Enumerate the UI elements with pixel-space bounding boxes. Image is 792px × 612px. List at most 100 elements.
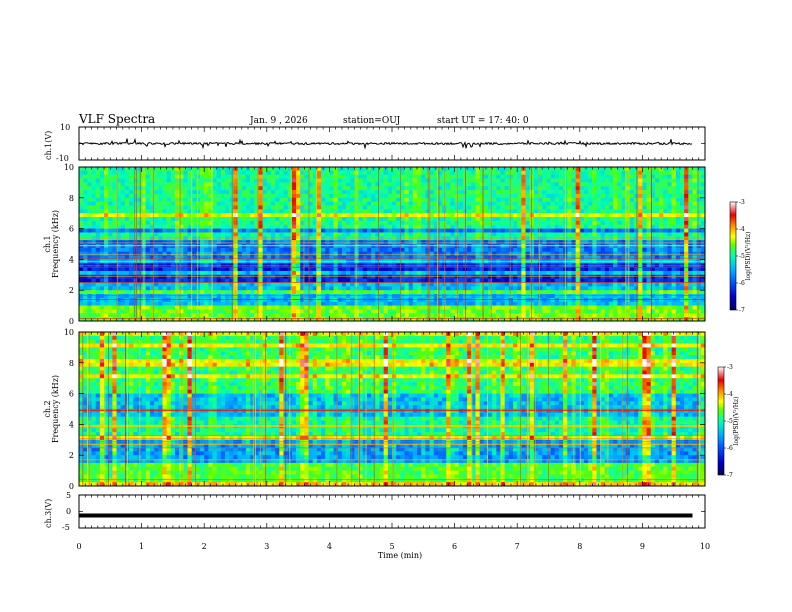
spectrogram-cell — [279, 190, 284, 195]
spectrogram-cell — [483, 282, 489, 287]
spectrogram-cell — [124, 224, 130, 229]
spectrogram-cell — [333, 197, 339, 202]
spectrogram-cell — [383, 201, 389, 206]
spectrogram-cell — [634, 282, 639, 287]
spectrogram-cell — [145, 193, 151, 199]
spectrogram-cell — [149, 174, 155, 179]
spectrogram-cell — [550, 197, 556, 202]
spectrogram-cell — [229, 270, 234, 276]
spectrogram-cell — [567, 270, 572, 276]
spectrogram-cell — [513, 240, 518, 245]
spectrogram-cell — [592, 201, 597, 206]
spectrogram-cell — [204, 282, 209, 287]
spectrogram-cell — [387, 178, 393, 183]
spectrogram-cell — [258, 217, 263, 222]
spectrogram-cell — [99, 190, 105, 195]
spectrogram-cell — [404, 190, 409, 195]
spectrogram-cell — [634, 224, 639, 229]
spectrogram-cell — [450, 255, 455, 260]
spectrogram-cell — [387, 255, 393, 260]
spectrogram-cell — [479, 267, 485, 272]
spectrogram-cell — [679, 232, 685, 237]
spectrogram-cell — [433, 178, 439, 183]
spectrogram-cell — [208, 247, 213, 252]
spectrogram-cell — [579, 220, 585, 226]
spectrogram-cell — [613, 228, 618, 233]
spectrogram-cell — [321, 251, 326, 256]
spectrogram-cell — [99, 193, 105, 199]
spectrogram-cell — [621, 178, 626, 183]
spectrogram-cell — [183, 193, 188, 199]
spectrogram-cell — [350, 274, 355, 279]
spectrogram-cell — [583, 255, 589, 260]
spectrogram-cell — [404, 282, 409, 287]
spectrogram-cell — [362, 251, 368, 256]
spectrogram-cell — [642, 193, 647, 199]
spectrogram-cell — [654, 220, 660, 226]
spectrogram-cell — [325, 190, 330, 195]
spectrogram-cell — [258, 247, 263, 252]
spectrogram-cell — [454, 201, 460, 206]
spectrogram-cell — [200, 205, 205, 210]
spectrogram-cell — [104, 232, 109, 237]
spectrogram-cell — [371, 274, 376, 279]
spectrogram-cell — [341, 193, 347, 199]
spectrogram-cell — [542, 186, 547, 191]
spectrogram-cell — [571, 205, 576, 210]
spectrogram-cell — [241, 190, 247, 195]
spectrogram-cell — [233, 255, 238, 260]
spectrogram-cell — [187, 232, 192, 237]
spectrogram-cell — [321, 263, 326, 268]
spectrogram-cell — [329, 190, 334, 195]
spectrogram-cell — [241, 217, 247, 222]
spectrogram-cell — [104, 286, 109, 291]
spectrogram-cell — [225, 274, 230, 279]
spectrogram-cell — [421, 270, 426, 276]
spectrogram-cell — [529, 201, 535, 206]
spectrogram-cell — [404, 209, 409, 214]
spectrogram-cell — [550, 213, 556, 218]
spectrogram-cell — [604, 228, 610, 233]
spectrogram-cell — [366, 278, 372, 283]
spectrogram-cell — [679, 240, 685, 245]
spectrogram-cell — [266, 170, 272, 175]
spectrogram-cell — [154, 209, 159, 214]
spectrogram-cell — [95, 228, 101, 233]
spectrogram-cell — [421, 247, 426, 252]
spectrogram-cell — [266, 274, 272, 279]
spectrogram-cell — [421, 217, 426, 222]
spectrogram-cell — [475, 213, 480, 218]
spectrogram-cell — [575, 247, 581, 252]
spectrogram-cell — [458, 182, 464, 187]
spectrogram-cell — [454, 213, 460, 218]
spectrogram-cell — [471, 232, 476, 237]
spectrogram-cell — [654, 201, 660, 206]
spectrogram-cell — [483, 286, 489, 291]
spectrogram-cell — [604, 240, 610, 245]
spectrogram-cell — [225, 182, 230, 187]
spectrogram-cell — [129, 267, 134, 272]
spectrogram-cell — [421, 178, 426, 183]
spectrogram-cell — [558, 209, 564, 214]
spectrogram-cell — [262, 170, 268, 175]
spectrogram-cell — [496, 224, 501, 229]
spectrogram-cell — [629, 197, 635, 202]
spectrogram-cell — [425, 274, 430, 279]
spectrogram-cell — [525, 274, 531, 279]
spectrogram-cell — [454, 170, 460, 175]
spectrogram-cell — [659, 240, 664, 245]
spectrogram-cell — [300, 286, 305, 291]
spectrogram-cell — [350, 205, 355, 210]
spectrogram-cell — [650, 274, 656, 279]
spectrogram-cell — [408, 178, 414, 183]
spectrogram-cell — [538, 278, 543, 283]
spectrogram-cell — [337, 190, 343, 195]
spectrogram-cell — [588, 247, 593, 252]
spectrogram-cell — [283, 190, 288, 195]
spectrogram-cell — [350, 174, 355, 179]
spectrogram-cell — [362, 178, 368, 183]
spectrogram-cell — [437, 201, 443, 206]
spectrogram-cell — [308, 270, 313, 276]
spectrogram-cell — [483, 190, 489, 195]
spectrogram-cell — [250, 213, 255, 218]
